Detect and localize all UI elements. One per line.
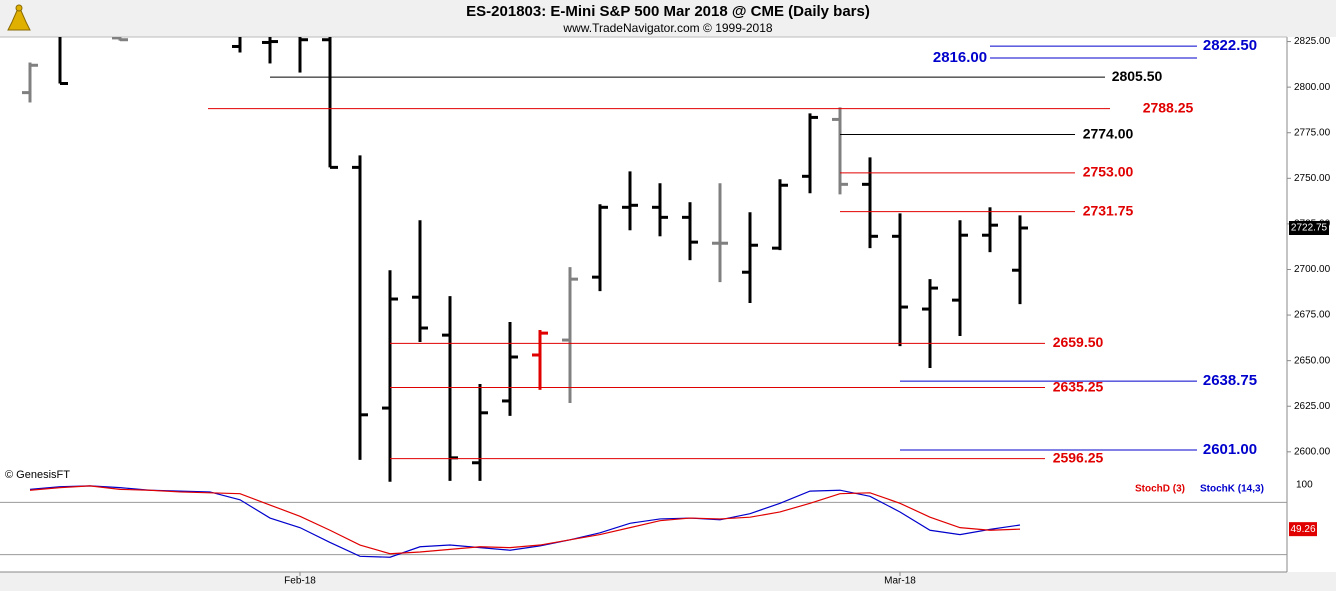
x-tick-label: Mar-18: [884, 576, 916, 587]
indicator-last-box: [1289, 522, 1317, 537]
level-label: 2822.50: [1203, 37, 1257, 54]
y-tick-label: 2600.00: [1294, 446, 1331, 457]
last-price-label: 2722.75: [1291, 223, 1328, 234]
x-tick-label: Feb-18: [284, 576, 316, 587]
chart-title: ES-201803: E-Mini S&P 500 Mar 2018 @ CME…: [466, 3, 870, 20]
level-label: 2596.25: [1053, 449, 1104, 465]
logo: [7, 4, 31, 31]
level-label: 2731.75: [1083, 202, 1134, 218]
date-band: [0, 572, 1336, 591]
y-tick-label: 2825.00: [1294, 36, 1331, 47]
level-label: 2805.50: [1112, 68, 1163, 84]
y-tick-label: 2625.00: [1294, 401, 1331, 412]
indicator-tick-label: 100: [1296, 480, 1313, 491]
title-band: [0, 0, 1336, 37]
level-label: 2774.00: [1083, 125, 1134, 141]
y-tick-label: 2750.00: [1294, 173, 1331, 184]
level-label: 2638.75: [1203, 372, 1257, 389]
last-price-box: [1289, 221, 1329, 236]
level-label: 2816.00: [933, 49, 987, 66]
legend-label: StochK (14,3): [1200, 484, 1264, 495]
legend-label: StochD (3): [1135, 484, 1185, 495]
level-label: 2788.25: [1143, 99, 1194, 115]
y-tick-label: 2675.00: [1294, 310, 1331, 321]
chart-subtitle: www.TradeNavigator.com © 1999-2018: [562, 21, 772, 35]
level-label: 2601.00: [1203, 441, 1257, 458]
indicator-line: [29, 485, 1021, 555]
y-tick-label: 2800.00: [1294, 82, 1331, 93]
level-label: 2659.50: [1053, 334, 1104, 350]
level-label: 2753.00: [1083, 164, 1134, 180]
price-panel: [22, 37, 1028, 482]
y-tick-label: 2775.00: [1294, 127, 1331, 138]
copyright: © GenesisFT: [5, 469, 70, 481]
level-label: 2635.25: [1053, 378, 1104, 394]
indicator-last-label: 49.26: [1290, 524, 1315, 535]
y-tick-label: 2700.00: [1294, 264, 1331, 275]
y-tick-label: 2650.00: [1294, 355, 1331, 366]
